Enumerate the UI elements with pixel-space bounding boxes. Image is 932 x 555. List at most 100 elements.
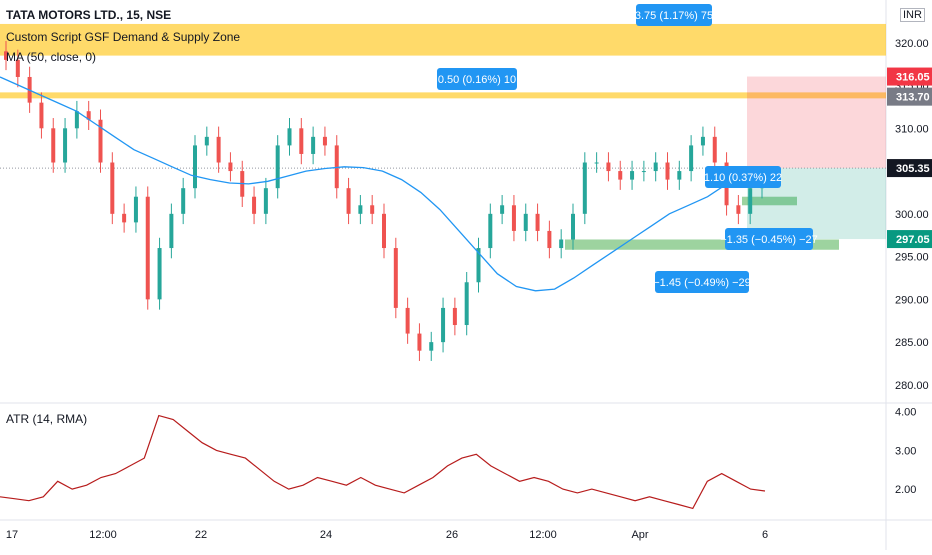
candle-body[interactable] [547, 230, 552, 249]
indicator-legend-ma[interactable]: MA (50, close, 0) [6, 50, 97, 64]
candle-body[interactable] [736, 205, 741, 214]
candle-body[interactable] [511, 205, 516, 231]
candle-body[interactable] [405, 307, 410, 334]
candle-body[interactable] [748, 188, 753, 214]
candle-body[interactable] [157, 248, 162, 300]
price-label-box[interactable] [887, 87, 932, 106]
candle-body[interactable] [252, 196, 257, 214]
candle-body[interactable] [429, 342, 434, 351]
price-label-box[interactable] [887, 230, 932, 249]
demand-zone-0[interactable] [565, 239, 839, 250]
position-stop-area[interactable] [747, 76, 886, 169]
candle-body[interactable] [700, 136, 705, 146]
measure-annotation-box[interactable] [655, 271, 749, 293]
price-label-box[interactable] [887, 67, 932, 86]
time-tick-label: 26 [446, 529, 458, 541]
candle-body[interactable] [523, 213, 528, 231]
candle-body[interactable] [145, 196, 150, 300]
candle-body[interactable] [571, 213, 575, 240]
candle-body[interactable] [133, 196, 138, 223]
candle-body[interactable] [169, 213, 174, 249]
candle-body[interactable] [665, 162, 670, 180]
price-label-target: 297.05 [896, 234, 930, 246]
price-tick-label: 320.00 [895, 38, 929, 50]
candle-body[interactable] [228, 162, 233, 172]
price-label-box[interactable] [887, 159, 932, 178]
candle-body[interactable] [606, 162, 611, 172]
candle-body[interactable] [334, 145, 339, 189]
candle-body[interactable] [653, 162, 658, 172]
supply-zone-1[interactable] [0, 92, 886, 99]
candle-body[interactable] [311, 136, 316, 154]
candle-body[interactable] [393, 248, 398, 308]
candle-body[interactable] [582, 162, 587, 214]
chart-title: TATA MOTORS LTD., 15, NSE [6, 8, 172, 22]
candle-body[interactable] [39, 102, 44, 129]
candle-body[interactable] [712, 136, 717, 163]
candle-body[interactable] [122, 213, 127, 223]
price-label-level: 313.70 [896, 92, 930, 104]
candle-body[interactable] [618, 171, 623, 180]
candle-body[interactable] [358, 205, 363, 214]
candle-body[interactable] [204, 136, 209, 146]
candle-body[interactable] [110, 162, 115, 214]
candle-body[interactable] [322, 136, 327, 146]
candle-body[interactable] [441, 307, 446, 343]
candle-body[interactable] [594, 162, 599, 164]
measure-annotation-label: −1.35 (−0.45%) −27 [720, 234, 818, 246]
candle-body[interactable] [370, 205, 375, 214]
candle-body[interactable] [500, 205, 505, 214]
candle-body[interactable] [476, 248, 481, 283]
candle-body[interactable] [452, 307, 457, 326]
atr-tick-label: 2.00 [895, 484, 916, 496]
candle-body[interactable] [4, 51, 8, 60]
measure-annotation-box[interactable] [705, 166, 781, 188]
candle-body[interactable] [216, 136, 221, 163]
measure-annotation-label: 1.10 (0.37%) 22 [704, 172, 782, 184]
candle-body[interactable] [74, 111, 79, 129]
supply-zone-0[interactable] [0, 23, 886, 56]
price-tick-label: 310.00 [895, 123, 929, 135]
candle-body[interactable] [263, 188, 268, 214]
currency-badge[interactable]: INR [900, 8, 925, 22]
measure-annotation-box[interactable] [636, 4, 712, 26]
ma-50-line[interactable] [0, 76, 766, 292]
candle-body[interactable] [275, 145, 280, 189]
candle-body[interactable] [63, 128, 68, 163]
candle-body[interactable] [287, 128, 292, 146]
candle-body[interactable] [488, 213, 493, 249]
measure-annotation-box[interactable] [437, 68, 517, 90]
candle-body[interactable] [559, 239, 564, 249]
indicator-legend-atr[interactable]: ATR (14, RMA) [6, 412, 88, 426]
time-tick-label: 6 [762, 529, 768, 541]
candle-body[interactable] [51, 128, 56, 163]
candle-body[interactable] [181, 188, 186, 214]
candle-body[interactable] [15, 59, 20, 77]
candle-body[interactable] [535, 213, 540, 231]
price-tick-label: 285.00 [895, 337, 929, 349]
candle-body[interactable] [677, 171, 682, 180]
time-tick-label: 12:00 [89, 529, 117, 541]
candle-body[interactable] [346, 188, 351, 214]
price-tick-label: 280.00 [895, 380, 929, 392]
candle-body[interactable] [417, 333, 422, 351]
candle-body[interactable] [382, 213, 386, 249]
candle-body[interactable] [630, 171, 635, 180]
candle-body[interactable] [86, 111, 91, 120]
time-tick-label: Apr [631, 529, 648, 541]
candle-body[interactable] [193, 145, 197, 189]
demand-zone-1[interactable] [742, 196, 797, 206]
atr-line[interactable] [0, 414, 766, 510]
candle-body[interactable] [299, 128, 304, 154]
time-tick-label: 17 [6, 529, 18, 541]
indicator-legend-zone[interactable]: Custom Script GSF Demand & Supply Zone [6, 30, 241, 44]
candle-body[interactable] [689, 145, 694, 172]
measure-annotation-box[interactable] [725, 228, 813, 250]
price-label-stop-loss: 316.05 [896, 72, 930, 84]
candle-body[interactable] [464, 282, 469, 326]
atr-tick-label: 3.00 [895, 445, 916, 457]
candle-body[interactable] [98, 119, 103, 163]
candle-body[interactable] [641, 171, 646, 173]
